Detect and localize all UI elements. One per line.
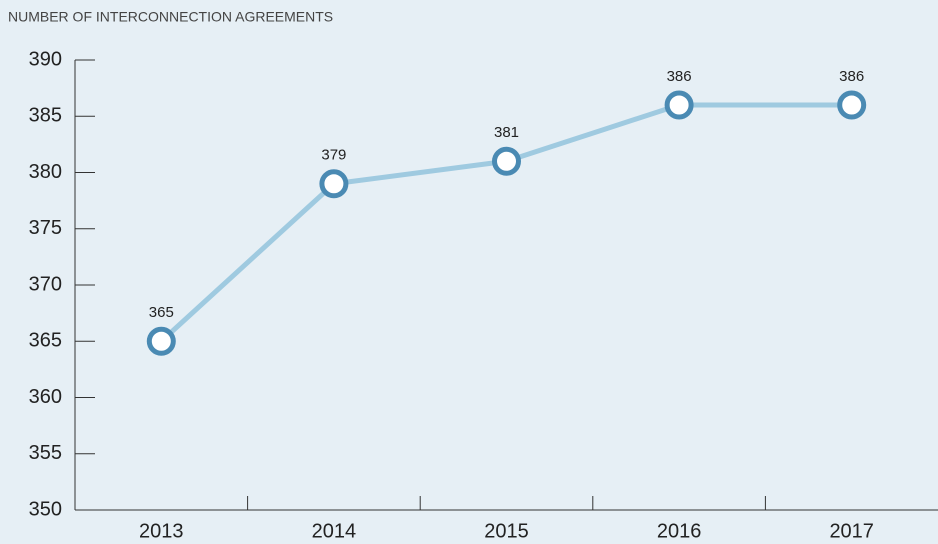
marker: [492, 146, 521, 176]
chart-title: NUMBER OF INTERCONNECTION AGREEMENTS: [8, 9, 333, 25]
y-tick-label: 370: [29, 273, 62, 295]
marker: [146, 326, 176, 356]
x-tick-label: 2017: [829, 520, 874, 542]
y-tick-label: 350: [29, 498, 62, 520]
y-tick-label: 380: [29, 161, 62, 183]
marker: [664, 90, 694, 120]
y-tick-label: 375: [29, 217, 62, 239]
y-tick-label: 360: [29, 386, 62, 408]
y-tick-label: 355: [29, 442, 62, 464]
data-label: 379: [321, 147, 346, 164]
data-label: 386: [839, 68, 864, 85]
data-label: 381: [494, 124, 519, 141]
data-label: 365: [149, 304, 174, 321]
x-tick-label: 2013: [139, 520, 184, 542]
marker: [319, 169, 349, 199]
x-tick-label: 2016: [657, 520, 702, 542]
y-tick-label: 365: [29, 330, 62, 352]
y-tick-label: 385: [29, 105, 62, 127]
y-tick-label: 390: [29, 48, 62, 70]
x-tick-label: 2014: [312, 520, 357, 542]
marker: [837, 90, 867, 120]
x-tick-label: 2015: [484, 520, 529, 542]
data-label: 386: [667, 68, 692, 85]
